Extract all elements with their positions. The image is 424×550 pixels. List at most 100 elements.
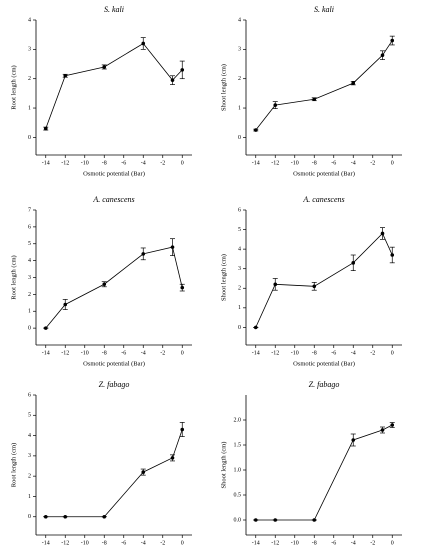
x-tick-label: -6 bbox=[121, 540, 126, 546]
x-tick-label: -8 bbox=[102, 160, 107, 166]
point bbox=[141, 41, 146, 46]
x-tick-label: -12 bbox=[271, 350, 279, 356]
x-axis-label: Osmotic potential (Bar) bbox=[83, 170, 145, 177]
x-tick-label: -8 bbox=[102, 540, 107, 546]
x-tick-label: -12 bbox=[61, 160, 69, 166]
point bbox=[312, 97, 317, 102]
data-line bbox=[45, 42, 183, 129]
point bbox=[170, 78, 175, 82]
title: A. canescens bbox=[92, 195, 134, 204]
y-tick-label: 3 bbox=[28, 453, 31, 459]
point bbox=[380, 231, 385, 236]
x-tick-label: -14 bbox=[42, 160, 50, 166]
y-tick-label: 1 bbox=[28, 105, 31, 111]
x-tick-label: -10 bbox=[81, 540, 89, 546]
y-tick-label: 0 bbox=[238, 325, 241, 331]
data-line bbox=[255, 232, 393, 328]
point bbox=[102, 514, 107, 519]
y-tick-label: 2 bbox=[28, 474, 31, 480]
x-tick-label: -6 bbox=[331, 350, 336, 356]
point bbox=[253, 518, 258, 522]
x-tick-label: -6 bbox=[121, 160, 126, 166]
point bbox=[273, 518, 278, 522]
x-tick-label: -10 bbox=[291, 350, 299, 356]
y-tick-label: 2 bbox=[238, 286, 241, 292]
x-tick-label: -4 bbox=[351, 540, 356, 546]
x-tick-label: -14 bbox=[252, 540, 260, 546]
point bbox=[170, 245, 175, 249]
point bbox=[141, 470, 146, 474]
y-tick-label: 6 bbox=[238, 207, 241, 213]
y-tick-label: 2 bbox=[28, 76, 31, 82]
point bbox=[390, 253, 395, 257]
x-tick-label: -6 bbox=[331, 540, 336, 546]
x-tick-label: -4 bbox=[141, 160, 146, 166]
data-line bbox=[255, 424, 393, 521]
point bbox=[43, 514, 48, 519]
point bbox=[170, 456, 175, 460]
x-tick-label: -2 bbox=[160, 350, 165, 356]
x-tick-label: 0 bbox=[181, 540, 184, 546]
point bbox=[63, 73, 68, 78]
point bbox=[43, 326, 48, 330]
x-tick-label: -8 bbox=[312, 160, 317, 166]
point bbox=[351, 81, 356, 85]
point bbox=[312, 284, 317, 289]
y-tick-label: 4 bbox=[28, 17, 31, 23]
y-tick-label: 0 bbox=[238, 135, 241, 141]
x-tick-label: -2 bbox=[370, 160, 375, 166]
x-tick-label: -10 bbox=[81, 160, 89, 166]
point bbox=[253, 128, 258, 132]
y-tick-label: 0.5 bbox=[234, 492, 242, 498]
y-tick-label: 3 bbox=[28, 275, 31, 281]
x-tick-label: -2 bbox=[160, 160, 165, 166]
y-tick-label: 5 bbox=[28, 413, 31, 419]
y-tick-label: 1.5 bbox=[234, 442, 242, 448]
y-tick-label: 4 bbox=[28, 258, 31, 264]
x-tick-label: 0 bbox=[391, 350, 394, 356]
y-tick-label: 0.0 bbox=[234, 517, 242, 523]
point bbox=[180, 285, 185, 290]
y-axis-label: Shoot length (cm) bbox=[220, 64, 227, 111]
data-line bbox=[45, 429, 183, 518]
point bbox=[63, 514, 68, 519]
point bbox=[180, 427, 185, 432]
data-line bbox=[255, 40, 393, 131]
y-tick-label: 5 bbox=[28, 241, 31, 247]
title: Z. fabago bbox=[99, 380, 130, 389]
x-tick-label: -12 bbox=[61, 540, 69, 546]
y-tick-label: 3 bbox=[238, 266, 241, 272]
title: S. kali bbox=[314, 5, 334, 14]
y-tick-label: 3 bbox=[28, 47, 31, 53]
point bbox=[253, 325, 258, 330]
y-tick-label: 1.0 bbox=[234, 467, 242, 473]
y-tick-label: 1 bbox=[238, 105, 241, 111]
y-tick-label: 0 bbox=[28, 514, 31, 520]
y-tick-label: 3 bbox=[238, 47, 241, 53]
x-tick-label: -14 bbox=[252, 160, 260, 166]
y-tick-label: 1 bbox=[28, 494, 31, 500]
x-tick-label: -10 bbox=[291, 540, 299, 546]
x-tick-label: 0 bbox=[181, 160, 184, 166]
y-tick-label: 6 bbox=[28, 224, 31, 230]
y-tick-label: 5 bbox=[238, 227, 241, 233]
point bbox=[390, 38, 395, 43]
point bbox=[180, 68, 185, 72]
x-tick-label: -2 bbox=[160, 540, 165, 546]
y-tick-label: 4 bbox=[238, 247, 241, 253]
x-axis-label: Osmotic potential (Bar) bbox=[293, 360, 355, 367]
x-tick-label: -2 bbox=[370, 350, 375, 356]
x-tick-label: -12 bbox=[271, 540, 279, 546]
x-axis-label: Osmotic potential (Bar) bbox=[293, 170, 355, 177]
x-tick-label: -10 bbox=[81, 350, 89, 356]
point bbox=[102, 65, 107, 69]
x-tick-label: -6 bbox=[121, 350, 126, 356]
x-tick-label: -2 bbox=[370, 540, 375, 546]
y-tick-label: 2 bbox=[238, 76, 241, 82]
y-tick-label: 4 bbox=[28, 433, 31, 439]
point bbox=[351, 261, 356, 265]
y-axis-label: Shoot length (cm) bbox=[220, 254, 227, 301]
point bbox=[273, 282, 278, 287]
x-tick-label: 0 bbox=[391, 160, 394, 166]
